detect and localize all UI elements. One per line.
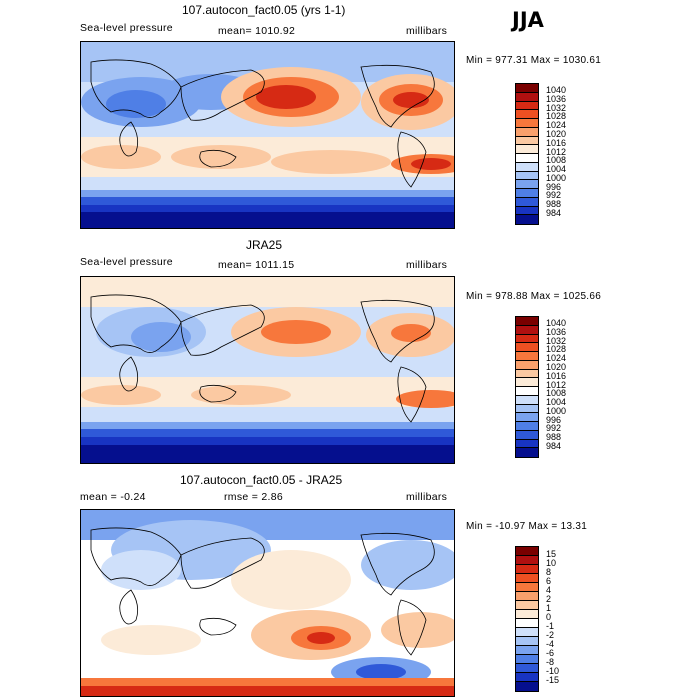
colorbar-tick: 1036 [546, 93, 567, 104]
panel-variable-label: Sea-level pressure [80, 22, 173, 34]
colorbar-tick: 996 [546, 181, 562, 192]
colorbar-tick: -15 [546, 674, 560, 685]
colorbar-tick: 992 [546, 190, 562, 201]
colorbar-tick: -2 [546, 629, 555, 640]
colorbar-tick: 15 [546, 548, 557, 559]
colorbar-tick: 4 [546, 584, 552, 595]
colorbar-tick: 1016 [546, 137, 567, 148]
panel-units-label: millibars [406, 491, 448, 503]
colorbar-tick: 988 [546, 199, 562, 209]
slp-map-diff [80, 509, 455, 697]
colorbar-tick: 1008 [546, 155, 567, 166]
colorbar-tick: 8 [546, 566, 552, 577]
panel-mean-label: mean= 1011.15 [218, 259, 295, 271]
colorbar-tick: 1000 [546, 172, 567, 183]
colorbar-tick: -10 [546, 665, 560, 676]
colorbar-tick: 992 [546, 423, 562, 434]
colorbar-tick: 1004 [546, 397, 567, 407]
colorbar-tick: -8 [546, 656, 555, 667]
colorbar-model [515, 83, 539, 225]
panel-title-diff: 107.autocon_fact0.05 - JRA25 [180, 473, 343, 487]
panel-units-label: millibars [406, 259, 448, 271]
colorbar-tick: 6 [546, 575, 552, 586]
panel-minmax: Min = 978.88 Max = 1025.66 [466, 291, 602, 302]
contour-map-diff [81, 510, 454, 696]
panel-minmax: Min = 977.31 Max = 1030.61 [466, 55, 602, 66]
colorbar-diff [515, 546, 539, 692]
colorbar-tick: -1 [546, 620, 555, 631]
panel-rmse-label: rmse = 2.86 [224, 491, 284, 503]
colorbar-tick: 1016 [546, 370, 567, 381]
colorbar-tick: 1024 [546, 353, 567, 364]
colorbar-tick: 1040 [546, 85, 567, 96]
colorbar-tick: 1032 [546, 102, 567, 113]
colorbar-tick: 984 [546, 207, 562, 218]
slp-map-model [80, 41, 455, 229]
panel-units-label: millibars [406, 25, 448, 37]
colorbar-tick: 10 [546, 557, 557, 568]
colorbar-tick: 1028 [546, 111, 567, 122]
colorbar-tick: 1032 [546, 335, 567, 346]
colorbar-tick: -6 [546, 647, 555, 658]
colorbar-tick: 1028 [546, 344, 567, 355]
panel-variable-label: Sea-level pressure [80, 256, 173, 268]
colorbar-tick: 1004 [546, 164, 567, 174]
panel-mean-label: mean= 1010.92 [218, 25, 296, 37]
colorbar-tick: 1000 [546, 405, 567, 416]
colorbar-tick: 1008 [546, 388, 567, 399]
panel-minmax: Min = -10.97 Max = 13.31 [466, 521, 588, 532]
colorbar-tick: 1040 [546, 318, 567, 329]
panel-title-model: 107.autocon_fact0.05 (yrs 1-1) [182, 3, 346, 17]
colorbar-tick: 996 [546, 414, 562, 425]
colorbar-tick: 2 [546, 593, 552, 604]
colorbar-obs [515, 316, 539, 458]
panel-title-obs: JRA25 [246, 238, 283, 252]
panel-mean-label: mean = -0.24 [80, 491, 146, 503]
contour-map-obs [81, 277, 454, 463]
colorbar-tick: 1 [546, 602, 552, 613]
colorbar-tick: 1020 [546, 129, 567, 139]
season-label: JJA [512, 8, 544, 32]
colorbar-tick: 1012 [546, 146, 567, 157]
colorbar-tick: 988 [546, 432, 562, 442]
colorbar-tick: 1036 [546, 326, 567, 337]
colorbar-tick: 0 [546, 611, 552, 622]
colorbar-tick: 1024 [546, 120, 567, 131]
colorbar-tick: -4 [546, 638, 555, 649]
colorbar-tick: 984 [546, 440, 562, 451]
colorbar-tick: 1012 [546, 379, 567, 390]
slp-map-obs [80, 276, 455, 464]
colorbar-tick: 1020 [546, 362, 567, 372]
contour-map-model [81, 42, 454, 228]
